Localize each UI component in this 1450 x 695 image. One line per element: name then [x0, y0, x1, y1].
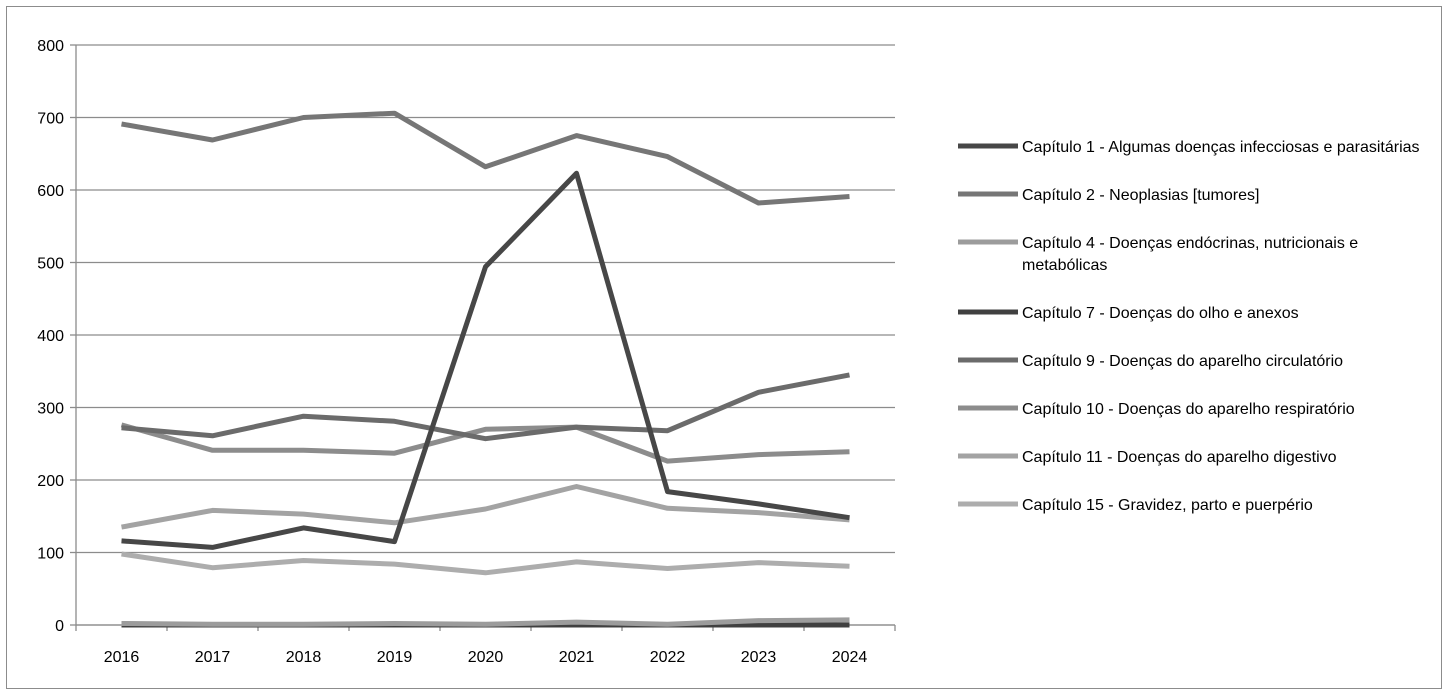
- series-line: [121, 372, 850, 442]
- x-tick-label: 2016: [104, 649, 140, 666]
- series-line: [120, 422, 850, 464]
- y-tick-label: 600: [37, 183, 64, 200]
- legend-item: Capítulo 9 - Doenças do aparelho circula…: [958, 353, 1343, 370]
- legend-item: Capítulo 2 - Neoplasias [tumores]: [958, 187, 1259, 204]
- legend-item: Capítulo 4 - Doenças endócrinas, nutrici…: [958, 235, 1358, 274]
- x-tick-label: 2020: [468, 649, 504, 666]
- y-tick-label: 700: [37, 111, 64, 128]
- series-line: [121, 617, 850, 627]
- legend-item: Capítulo 11 - Doenças do aparelho digest…: [958, 449, 1337, 466]
- y-tick-label: 300: [37, 401, 64, 418]
- y-tick-label: 0: [55, 618, 64, 635]
- series-line: [121, 170, 850, 550]
- legend-label: Capítulo 7 - Doenças do olho e anexos: [1022, 305, 1299, 322]
- legend-label: Capítulo 11 - Doenças do aparelho digest…: [1022, 449, 1337, 466]
- y-tick-label: 100: [37, 546, 64, 563]
- y-tick-label: 500: [37, 256, 64, 273]
- x-tick-label: 2018: [286, 649, 322, 666]
- legend-item: Capítulo 7 - Doenças do olho e anexos: [958, 305, 1299, 322]
- x-tick-label: 2024: [832, 649, 868, 666]
- series-line: [121, 551, 850, 576]
- x-tick-label: 2019: [377, 649, 413, 666]
- legend-label: Capítulo 9 - Doenças do aparelho circula…: [1022, 353, 1343, 370]
- legend: Capítulo 1 - Algumas doenças infecciosas…: [958, 139, 1420, 514]
- legend-item: Capítulo 15 - Gravidez, parto e puerpéri…: [958, 497, 1313, 514]
- y-tick-label: 400: [37, 328, 64, 345]
- legend-label: Capítulo 10 - Doenças do aparelho respir…: [1022, 401, 1355, 418]
- series-line: [121, 484, 850, 530]
- chart-frame: [6, 6, 1442, 689]
- x-tick-label: 2017: [195, 649, 231, 666]
- y-tick-label: 200: [37, 473, 64, 490]
- legend-item: Capítulo 10 - Doenças do aparelho respir…: [958, 401, 1355, 418]
- gridlines: [76, 44, 895, 626]
- legend-label: Capítulo 15 - Gravidez, parto e puerpéri…: [1022, 497, 1313, 514]
- legend-label: Capítulo 2 - Neoplasias [tumores]: [1022, 187, 1259, 204]
- y-tick-label: 800: [37, 38, 64, 55]
- series-lines: [120, 110, 850, 628]
- x-tick-label: 2022: [650, 649, 686, 666]
- x-tick-label: 2021: [559, 649, 595, 666]
- series-line: [121, 110, 850, 206]
- x-tick-label: 2023: [741, 649, 777, 666]
- legend-label: Capítulo 1 - Algumas doenças infecciosas…: [1022, 139, 1420, 156]
- legend-item: Capítulo 1 - Algumas doenças infecciosas…: [958, 139, 1420, 156]
- legend-label: Capítulo 4 - Doenças endócrinas, nutrici…: [1022, 235, 1358, 274]
